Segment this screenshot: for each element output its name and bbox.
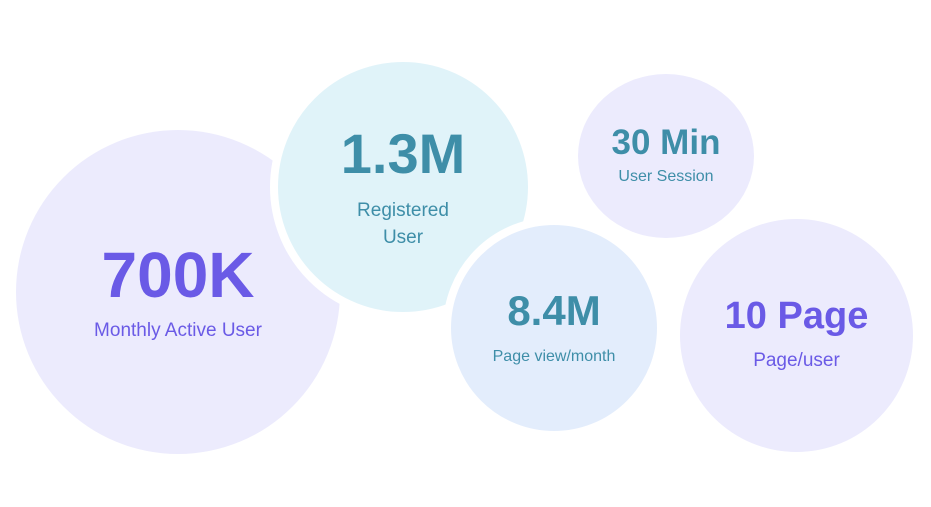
stat-value: 700K (101, 238, 255, 311)
stat-label: Registered User (357, 200, 449, 248)
stat-circle-registered-users: 1.3M Registered User (270, 54, 536, 320)
stat-label: User Session (618, 168, 714, 186)
stat-value: 30 Min (611, 122, 721, 162)
stat-label: Page view/month (492, 347, 616, 365)
stat-label: Page/user (753, 350, 840, 372)
stat-value: 8.4M (507, 286, 601, 334)
stat-circle-user-session: 30 Min User Session (578, 74, 754, 238)
stat-value: 10 Page (724, 295, 869, 338)
stat-label: Monthly Active User (94, 319, 262, 341)
stat-circle-pages-per-user: 10 Page Page/user (680, 219, 913, 452)
stat-circle-page-views: 8.4M Page view/month (443, 217, 665, 439)
stat-value: 1.3M (340, 121, 466, 185)
